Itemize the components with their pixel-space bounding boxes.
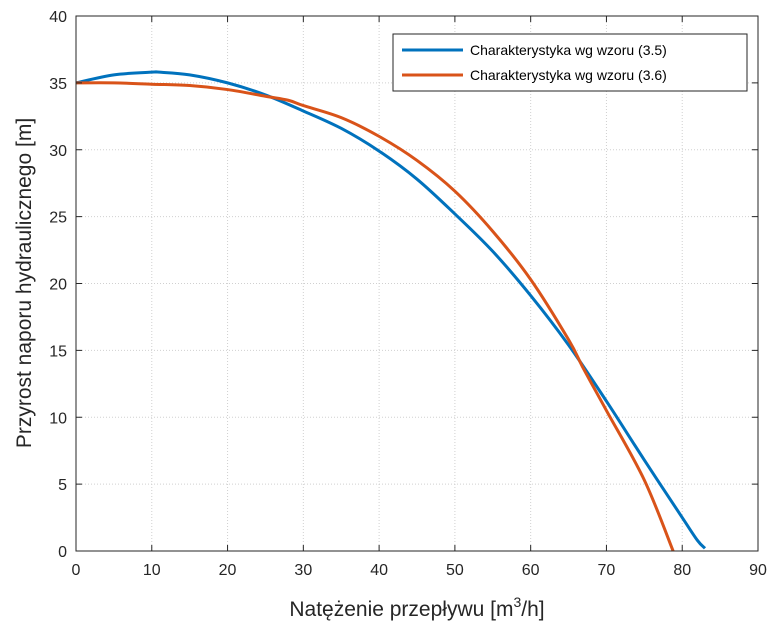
series-line-1 xyxy=(75,70,707,550)
x-tick-label: 30 xyxy=(294,562,312,579)
y-tick-label: 0 xyxy=(58,544,67,561)
legend: Charakterystyka wg wzoru (3.5) Charakter… xyxy=(392,33,748,92)
x-tick-label: 0 xyxy=(72,562,81,579)
x-axis-title-prefix: Natężenie przepływu [m xyxy=(289,598,513,621)
y-tick-label: 35 xyxy=(49,76,67,93)
x-axis-title: Natężenie przepływu [m3/h] xyxy=(289,594,544,621)
y-tick-label: 25 xyxy=(49,210,67,227)
y-axis-title: Przyrost naporu hydraulicznego [m] xyxy=(13,118,36,448)
x-tick-label: 50 xyxy=(446,562,464,579)
x-tick-label: 70 xyxy=(598,562,616,579)
legend-box xyxy=(392,33,748,92)
legend-label-series-1: Charakterystyka wg wzoru (3.5) xyxy=(470,42,667,58)
y-tick-labels: 0 5 10 15 20 25 30 35 40 xyxy=(49,9,67,561)
x-axis-title-suffix: /h] xyxy=(521,598,544,621)
y-tick-label: 15 xyxy=(49,343,67,360)
y-tick-label: 10 xyxy=(49,410,67,427)
x-tick-label: 60 xyxy=(522,562,540,579)
x-tick-label: 10 xyxy=(143,562,161,579)
x-axis-title-superscript: 3 xyxy=(513,594,521,610)
series-layer xyxy=(75,70,707,552)
series-line-2 xyxy=(75,81,675,552)
x-tick-label: 80 xyxy=(673,562,691,579)
legend-label-series-2: Charakterystyka wg wzoru (3.6) xyxy=(470,67,667,83)
y-tick-label: 30 xyxy=(49,143,67,160)
y-tick-label: 5 xyxy=(58,477,67,494)
tick-marks xyxy=(75,15,759,552)
y-tick-label: 40 xyxy=(49,9,67,26)
x-tick-label: 20 xyxy=(219,562,237,579)
y-tick-label: 20 xyxy=(49,277,67,294)
x-tick-label: 40 xyxy=(370,562,388,579)
x-tick-label: 90 xyxy=(749,562,767,579)
x-tick-labels: 0 10 20 30 40 50 60 70 80 90 xyxy=(72,562,767,579)
